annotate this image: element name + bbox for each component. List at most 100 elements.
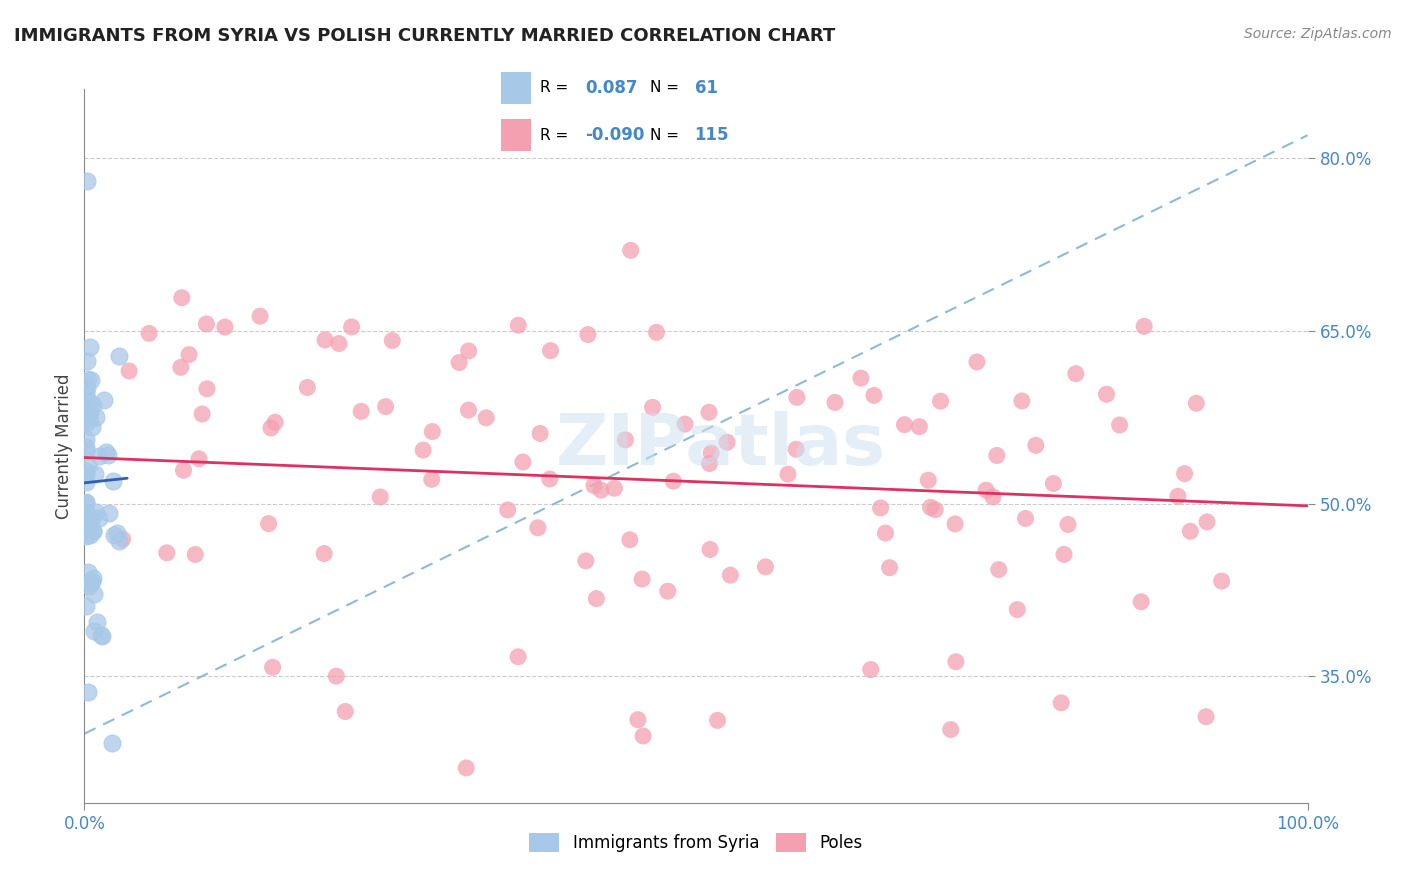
Point (75, 444, 97, 458)
Point (699, 542, 721, 557)
Point (662, 474, 685, 488)
Point (75, 495, 97, 509)
Point (456, 761, 478, 775)
Point (1011, 394, 1033, 409)
Point (76, 353, 98, 368)
Point (170, 291, 193, 305)
Point (924, 502, 946, 516)
Point (527, 521, 550, 535)
Point (98, 506, 121, 520)
Point (75, 506, 97, 520)
Point (96, 445, 118, 459)
Point (631, 729, 654, 743)
Point (89, 449, 111, 463)
Point (1180, 524, 1202, 539)
Text: N =: N = (650, 128, 679, 143)
Point (920, 500, 942, 515)
Point (97, 448, 120, 462)
Point (325, 669, 347, 683)
Point (457, 343, 479, 358)
Point (1133, 319, 1156, 334)
Point (1108, 417, 1130, 432)
Point (785, 442, 807, 457)
Point (335, 705, 357, 719)
Point (875, 526, 897, 541)
Point (718, 568, 741, 582)
Point (83, 624, 105, 638)
Point (893, 417, 915, 432)
Point (1211, 574, 1233, 588)
Point (101, 736, 124, 750)
Point (188, 451, 211, 466)
Point (575, 554, 598, 568)
Point (585, 591, 607, 606)
Point (1095, 387, 1118, 401)
Point (184, 548, 207, 562)
Point (170, 360, 193, 375)
FancyBboxPatch shape (501, 72, 531, 103)
Point (706, 714, 728, 728)
Point (700, 446, 723, 460)
Point (79, 405, 101, 419)
Point (84, 467, 107, 482)
Point (1185, 396, 1208, 410)
Point (1195, 515, 1218, 529)
Point (297, 380, 319, 394)
Point (754, 559, 776, 574)
Point (177, 348, 200, 362)
Point (103, 474, 125, 488)
Point (82, 524, 104, 538)
Point (641, 401, 664, 415)
Point (350, 404, 373, 418)
FancyBboxPatch shape (501, 120, 531, 151)
Point (776, 467, 799, 482)
Point (917, 473, 939, 487)
Point (75, 416, 97, 430)
Point (589, 483, 612, 497)
Point (966, 355, 988, 369)
Point (75, 401, 97, 415)
Point (86, 615, 108, 629)
Y-axis label: Currently Married: Currently Married (55, 373, 73, 519)
Point (77, 411, 100, 425)
Point (475, 410, 498, 425)
Point (249, 310, 271, 324)
Point (80, 373, 103, 387)
Point (412, 443, 434, 458)
Point (82, 571, 104, 585)
Point (657, 584, 679, 599)
Text: -0.090: -0.090 (585, 126, 644, 144)
Point (77, 579, 100, 593)
Point (506, 649, 529, 664)
Point (699, 457, 721, 471)
Point (381, 334, 404, 348)
Point (76, 505, 98, 519)
Point (77, 372, 100, 386)
Point (374, 400, 396, 414)
Point (75, 509, 97, 524)
Point (863, 388, 886, 402)
Point (786, 391, 808, 405)
Point (195, 317, 218, 331)
Point (87, 511, 110, 525)
Point (697, 405, 720, 419)
Point (90, 628, 112, 642)
Point (538, 472, 561, 486)
Point (111, 532, 134, 546)
Point (603, 481, 626, 495)
Point (619, 533, 641, 547)
Text: ZIPatlas: ZIPatlas (555, 411, 886, 481)
Point (512, 455, 534, 469)
Point (368, 490, 391, 504)
Point (75, 467, 97, 482)
Point (981, 490, 1004, 504)
Point (191, 407, 214, 421)
Point (627, 713, 650, 727)
Point (75, 475, 97, 490)
Point (945, 655, 967, 669)
Point (929, 394, 952, 409)
Point (156, 546, 179, 560)
Point (576, 327, 599, 342)
Point (849, 371, 872, 385)
Point (824, 395, 846, 409)
